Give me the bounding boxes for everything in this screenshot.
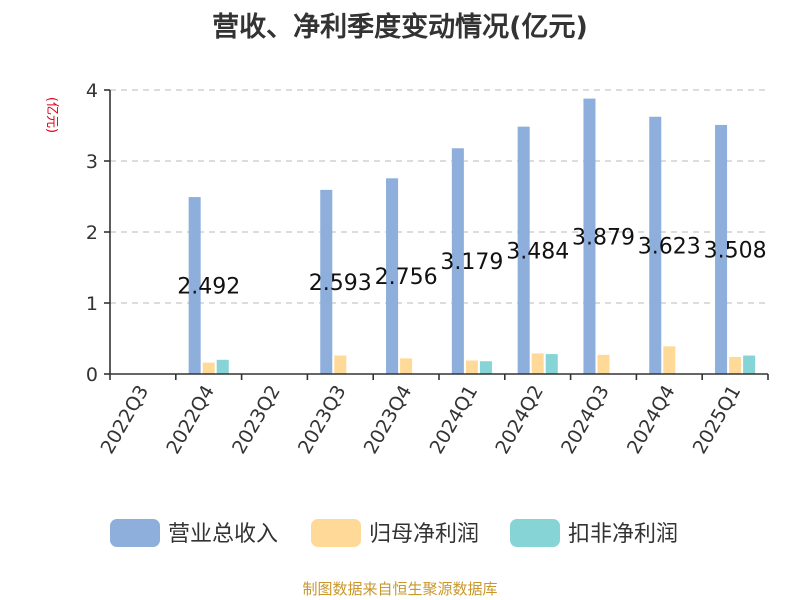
data-label: 3.179 bbox=[440, 250, 503, 275]
x-tick-label: 2023Q4 bbox=[360, 382, 417, 458]
legend-label: 营业总收入 bbox=[168, 522, 278, 547]
bar bbox=[400, 358, 413, 374]
bars bbox=[188, 98, 756, 374]
legend-swatch bbox=[510, 519, 560, 547]
bar bbox=[649, 116, 662, 374]
bar bbox=[729, 356, 742, 374]
bar bbox=[583, 98, 596, 374]
y-tick-label: 3 bbox=[86, 151, 98, 173]
bar bbox=[216, 359, 229, 374]
data-label: 3.879 bbox=[572, 225, 635, 250]
bar bbox=[479, 361, 492, 374]
bar bbox=[451, 148, 464, 374]
x-tick-label: 2024Q4 bbox=[623, 382, 680, 458]
bar bbox=[517, 126, 530, 374]
x-tick-label: 2024Q1 bbox=[425, 382, 482, 458]
legend: 营业总收入 归母净利润 扣非净利润 bbox=[110, 519, 678, 547]
legend-swatch bbox=[311, 519, 361, 547]
grid-lines bbox=[110, 89, 768, 304]
x-tick-label: 2022Q3 bbox=[96, 382, 153, 458]
x-tick-label: 2025Q1 bbox=[689, 382, 746, 458]
bar bbox=[465, 360, 478, 374]
legend-swatch bbox=[110, 519, 160, 547]
bar bbox=[663, 346, 676, 374]
x-tick-label: 2024Q2 bbox=[491, 382, 548, 458]
bar bbox=[320, 189, 333, 374]
legend-label: 扣非净利润 bbox=[568, 522, 678, 547]
bar bbox=[597, 354, 610, 374]
data-label: 3.623 bbox=[638, 234, 701, 259]
data-label: 3.484 bbox=[506, 239, 569, 264]
bar bbox=[188, 197, 201, 374]
data-label: 3.508 bbox=[704, 238, 767, 263]
y-tick-label: 4 bbox=[86, 80, 98, 102]
bar bbox=[531, 353, 544, 374]
y-tick-label: 2 bbox=[86, 222, 98, 244]
data-label: 2.756 bbox=[375, 265, 438, 290]
y-tick-label: 0 bbox=[86, 364, 98, 386]
bar bbox=[743, 355, 756, 374]
x-tick-label: 2022Q4 bbox=[162, 382, 219, 458]
data-label: 2.492 bbox=[177, 275, 240, 300]
bar bbox=[545, 354, 558, 374]
bar bbox=[334, 355, 347, 374]
bar bbox=[715, 124, 728, 374]
x-tick-label: 2023Q2 bbox=[228, 382, 285, 458]
x-tick-label: 2023Q3 bbox=[294, 382, 351, 458]
legend-label: 归母净利润 bbox=[369, 522, 479, 547]
chart-title: 营收、净利季度变动情况(亿元) bbox=[212, 11, 588, 43]
source-note: 制图数据来自恒生聚源数据库 bbox=[302, 580, 497, 598]
y-axis-unit: (亿元) bbox=[44, 97, 59, 133]
bar bbox=[202, 362, 215, 374]
bar bbox=[386, 178, 399, 374]
data-label: 2.593 bbox=[309, 271, 372, 296]
x-tick-label: 2024Q3 bbox=[557, 382, 614, 458]
y-tick-label: 1 bbox=[86, 293, 98, 315]
